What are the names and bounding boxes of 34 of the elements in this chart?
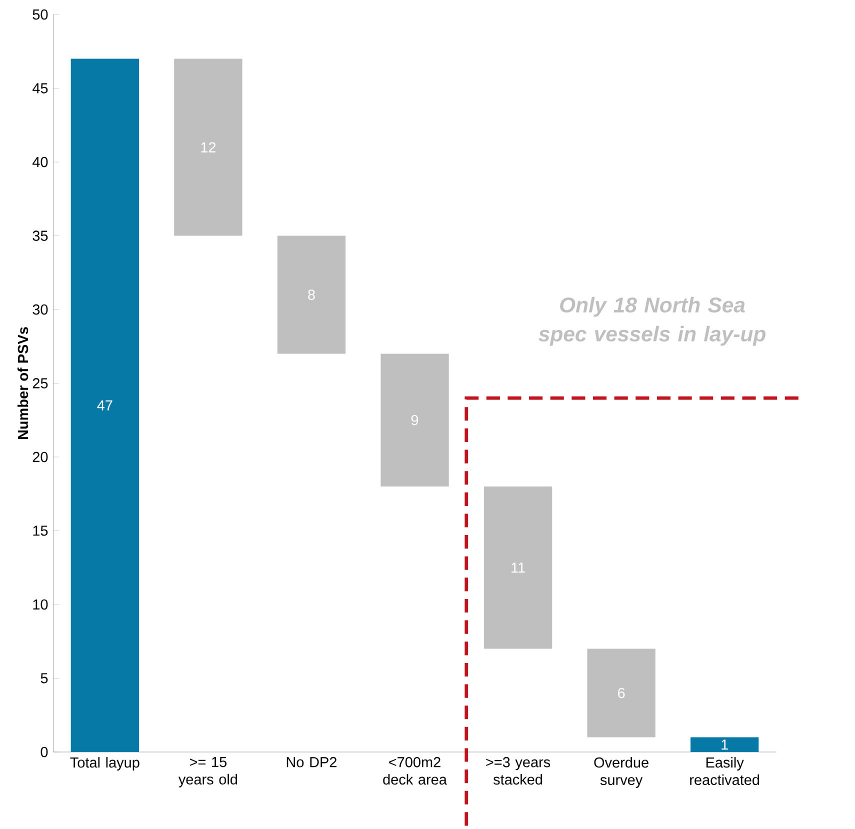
bar [174, 59, 242, 236]
y-tick-label: 50 [32, 10, 48, 20]
data-label: 1 [722, 740, 728, 750]
y-tick-label: 0 [40, 747, 48, 758]
data-label: 8 [308, 290, 315, 300]
bar [380, 354, 449, 487]
y-axis-title: Number of PSVs [17, 327, 28, 440]
annotation: Only 18 North Sea spec vessels in lay-up [538, 297, 766, 346]
y-tick-label: 15 [33, 526, 48, 536]
x-tick-label: No DP2 [286, 757, 336, 768]
data-label: 9 [411, 415, 418, 426]
x-tick-label: Total layup [70, 757, 140, 771]
y-tick-label: 40 [32, 157, 48, 168]
y-tick-label: 10 [33, 600, 48, 610]
y-tick-label: 25 [32, 378, 48, 389]
y-tick-label: 35 [32, 230, 48, 242]
bar [690, 737, 759, 752]
bar [484, 486, 552, 649]
bar [587, 648, 656, 738]
x-tick-label: <700m2 deck area [383, 757, 447, 785]
bar [277, 236, 346, 354]
y-tick-label: 45 [32, 83, 48, 94]
y-tick-label: 30 [32, 304, 48, 315]
x-tick-label: Easily reactivated [690, 757, 760, 786]
bar [70, 59, 140, 752]
data-label: 11 [512, 562, 525, 573]
data-label: 12 [201, 142, 216, 153]
x-tick-label: Overdue survey [594, 757, 648, 788]
x-tick-label: >=3 years stacked [486, 757, 550, 785]
y-tick-label: 5 [40, 673, 48, 684]
x-tick-label: >= 15 years old [178, 757, 238, 788]
data-label: 47 [97, 400, 112, 411]
data-label: 6 [618, 688, 625, 698]
y-tick-label: 20 [32, 452, 48, 462]
